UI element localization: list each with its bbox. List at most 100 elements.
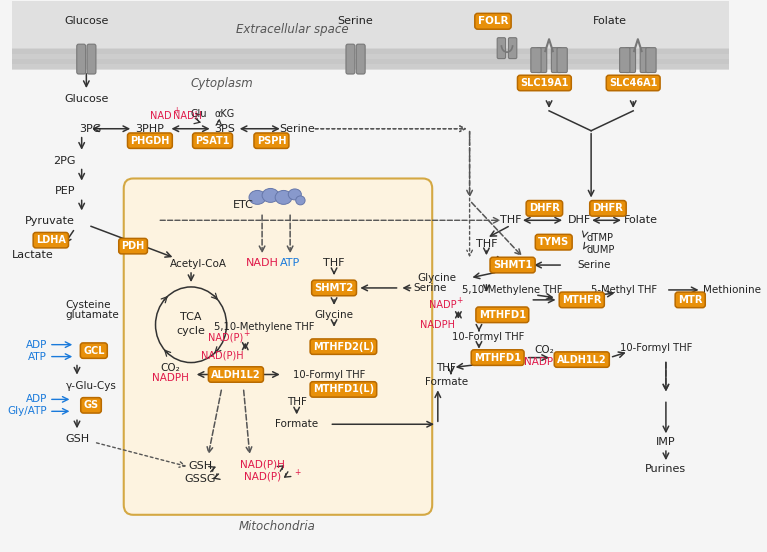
Text: THF: THF: [500, 215, 522, 225]
Text: PHGDH: PHGDH: [130, 136, 170, 146]
FancyBboxPatch shape: [356, 44, 365, 74]
Text: dTMP: dTMP: [587, 233, 614, 243]
FancyBboxPatch shape: [12, 69, 729, 551]
Text: ALDH1L2: ALDH1L2: [557, 354, 607, 364]
Text: DHF: DHF: [568, 215, 591, 225]
Text: 2PG: 2PG: [53, 156, 75, 166]
FancyBboxPatch shape: [620, 47, 630, 72]
Text: glutamate: glutamate: [66, 310, 120, 320]
Text: MTHFR: MTHFR: [562, 295, 601, 305]
Text: Folate: Folate: [593, 17, 627, 26]
Text: NADPH: NADPH: [152, 374, 189, 384]
Text: ATP: ATP: [280, 258, 300, 268]
Text: Glucose: Glucose: [64, 17, 109, 26]
Text: ALDH1L2: ALDH1L2: [211, 369, 261, 380]
Text: THF: THF: [324, 258, 345, 268]
FancyBboxPatch shape: [646, 47, 656, 72]
Text: MTR: MTR: [678, 295, 703, 305]
Text: GS: GS: [84, 400, 99, 410]
Text: Folate: Folate: [591, 205, 625, 215]
Text: DHFR: DHFR: [529, 203, 560, 213]
FancyBboxPatch shape: [640, 47, 650, 72]
Text: SLC46A1: SLC46A1: [609, 78, 657, 88]
Text: NADP: NADP: [429, 300, 456, 310]
FancyBboxPatch shape: [536, 47, 547, 72]
FancyBboxPatch shape: [123, 178, 433, 515]
Text: PDH: PDH: [121, 241, 145, 251]
Text: CO₂: CO₂: [160, 363, 180, 373]
Text: Glycine: Glycine: [314, 310, 354, 320]
Text: 5,10-Methylene THF: 5,10-Methylene THF: [214, 322, 314, 332]
FancyBboxPatch shape: [625, 47, 636, 72]
FancyBboxPatch shape: [551, 47, 561, 72]
Text: NAD(P)H: NAD(P)H: [239, 459, 285, 469]
FancyBboxPatch shape: [557, 47, 568, 72]
Text: Glu: Glu: [190, 109, 207, 119]
Text: 3PS: 3PS: [214, 124, 235, 134]
FancyBboxPatch shape: [12, 64, 729, 70]
FancyBboxPatch shape: [497, 38, 505, 59]
FancyBboxPatch shape: [509, 38, 517, 59]
Text: GSSG: GSSG: [185, 474, 216, 484]
Text: NAD: NAD: [150, 111, 172, 121]
Text: +: +: [173, 106, 179, 115]
Text: Cytoplasm: Cytoplasm: [190, 77, 253, 91]
Ellipse shape: [262, 188, 279, 203]
Text: +: +: [243, 328, 250, 338]
Text: Pyruvate: Pyruvate: [25, 216, 75, 226]
FancyBboxPatch shape: [531, 47, 541, 72]
Text: NADPH: NADPH: [524, 357, 561, 367]
Text: DHFR: DHFR: [593, 203, 624, 213]
Text: +: +: [294, 468, 300, 477]
Text: GCL: GCL: [83, 346, 104, 355]
FancyBboxPatch shape: [12, 59, 729, 65]
Text: Gly/ATP: Gly/ATP: [8, 406, 47, 416]
Text: SHMT1: SHMT1: [493, 260, 532, 270]
Text: GSH: GSH: [65, 434, 89, 444]
Text: ETC: ETC: [233, 200, 254, 210]
Text: TYMS: TYMS: [538, 237, 569, 247]
Text: MTHFD1: MTHFD1: [474, 353, 522, 363]
FancyBboxPatch shape: [12, 1, 729, 66]
Text: Purines: Purines: [645, 464, 686, 474]
Text: dUMP: dUMP: [587, 245, 615, 255]
Text: THF: THF: [476, 239, 497, 249]
Text: NADH: NADH: [245, 258, 278, 268]
Text: γ-Glu-Cys: γ-Glu-Cys: [66, 381, 117, 391]
FancyBboxPatch shape: [12, 49, 729, 55]
Text: Mitochondria: Mitochondria: [239, 520, 315, 533]
FancyBboxPatch shape: [12, 54, 729, 60]
Text: 5-Methyl THF: 5-Methyl THF: [591, 285, 657, 295]
Text: SLC19A1: SLC19A1: [520, 78, 568, 88]
FancyBboxPatch shape: [346, 44, 355, 74]
Text: ADP: ADP: [26, 339, 47, 349]
Text: Serine: Serine: [337, 17, 374, 26]
FancyBboxPatch shape: [77, 44, 86, 74]
Text: TCA: TCA: [180, 312, 202, 322]
Text: CO₂: CO₂: [535, 344, 555, 354]
Text: NAD(P): NAD(P): [208, 333, 243, 343]
Text: Serine: Serine: [280, 124, 315, 134]
Text: MTHFD2(L): MTHFD2(L): [313, 342, 374, 352]
Text: αKG: αKG: [215, 109, 235, 119]
Text: Formate: Formate: [425, 378, 468, 388]
FancyBboxPatch shape: [12, 48, 729, 70]
Text: NADH: NADH: [173, 111, 202, 121]
Text: Glycine: Glycine: [417, 273, 456, 283]
Text: Methionine: Methionine: [703, 285, 762, 295]
Text: Acetyl-CoA: Acetyl-CoA: [170, 259, 227, 269]
Text: 5,10-Methylene THF: 5,10-Methylene THF: [463, 285, 563, 295]
Text: SHMT2: SHMT2: [314, 283, 354, 293]
Ellipse shape: [288, 189, 301, 200]
Text: Serine: Serine: [577, 260, 611, 270]
Text: PSAT1: PSAT1: [196, 136, 230, 146]
Text: PSPH: PSPH: [257, 136, 286, 146]
Text: IMP: IMP: [656, 437, 676, 447]
Text: Cysteine: Cysteine: [66, 300, 111, 310]
Text: NADPH: NADPH: [420, 320, 455, 330]
Text: THF: THF: [436, 363, 456, 373]
Text: NAD(P): NAD(P): [243, 472, 281, 482]
Text: cycle: cycle: [176, 326, 206, 336]
Text: MTHFD1: MTHFD1: [479, 310, 526, 320]
Text: Glucose: Glucose: [64, 94, 109, 104]
